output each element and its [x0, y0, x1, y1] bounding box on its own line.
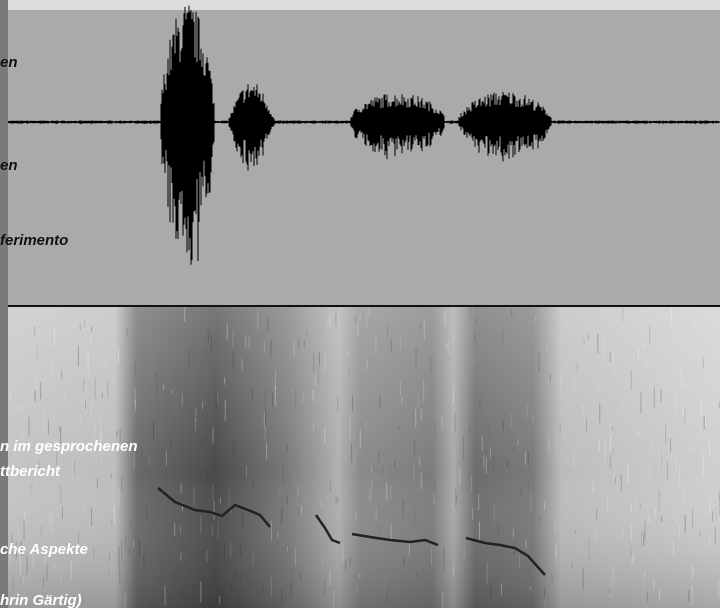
pitch-segment [314, 514, 341, 545]
overlay-text: ttbericht [0, 463, 61, 480]
overlay-text: en [0, 54, 18, 71]
pitch-track [157, 487, 546, 576]
pitch-segment [157, 487, 271, 528]
top-strip [0, 0, 720, 10]
overlay-text: en [0, 157, 18, 174]
spectrogram-texture [7, 307, 720, 608]
spectrogram-shade [0, 307, 720, 608]
pitch-segment [465, 536, 546, 576]
pitch-segment [351, 532, 439, 547]
overlay-text: che Aspekte [0, 541, 88, 558]
overlay-text: ferimento [0, 232, 68, 249]
overlay-text: n im gesprochenen [0, 438, 138, 455]
left-edge [0, 0, 8, 608]
overlay-text: hrin Gärtig) [0, 592, 82, 608]
waveform-panel [0, 10, 720, 306]
